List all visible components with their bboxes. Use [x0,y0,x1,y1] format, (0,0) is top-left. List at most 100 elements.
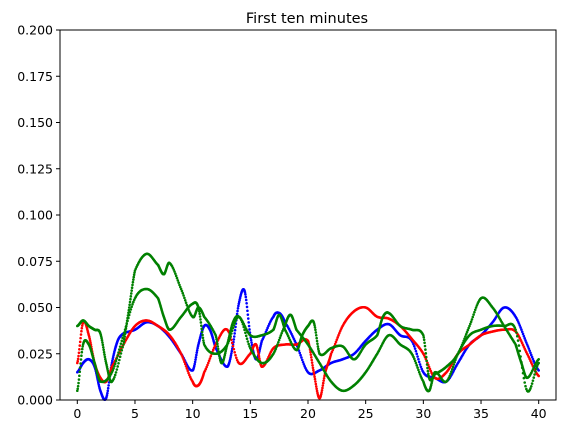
data-point [311,366,315,370]
data-point [226,341,230,345]
data-point [300,356,303,359]
data-point [178,283,181,287]
data-point [317,347,320,351]
data-point [185,303,189,307]
data-point [129,297,132,301]
data-point [528,349,531,352]
data-point [422,335,426,339]
data-point [535,364,539,368]
data-point [531,357,535,361]
data-point [515,331,518,334]
data-point [111,369,115,372]
data-point [116,365,119,368]
data-point [115,357,119,360]
data-point [300,358,304,362]
data-point [240,320,244,324]
data-point [314,382,318,386]
data-point [106,367,109,371]
data-point [233,328,237,332]
data-point [311,363,314,367]
data-point [524,339,527,342]
data-point [413,359,417,363]
data-point [525,341,528,344]
data-point [244,295,248,299]
data-point [230,332,233,335]
data-point [465,330,469,334]
data-point [244,298,248,302]
data-point [102,348,105,352]
data-point [312,373,316,376]
data-point [133,271,136,274]
data-point [471,315,475,319]
data-point [202,339,205,342]
data-point [231,326,235,330]
data-point [277,338,281,342]
data-point [247,342,250,346]
data-point [309,353,313,356]
chart-title: First ten minutes [246,11,368,27]
data-point [450,370,453,374]
data-point [118,348,121,351]
data-point [310,361,314,364]
data-point [520,328,523,331]
data-point [105,393,109,397]
data-point [414,361,418,365]
data-point [531,379,535,382]
data-point [121,336,124,340]
data-point [537,361,540,365]
data-point [78,374,81,378]
data-point [114,371,118,374]
data-point [521,371,525,375]
data-point [412,357,416,361]
x-tick-label: 15 [242,406,258,421]
data-point [227,339,231,343]
data-point [77,351,81,355]
data-point [334,340,338,344]
data-point [206,363,209,367]
data-point [231,344,235,348]
data-point [473,310,476,314]
data-point [315,336,318,340]
x-tick-label: 35 [473,406,489,421]
data-point [102,350,106,354]
data-point [80,354,83,357]
data-point [520,360,523,364]
series-layer [76,252,540,401]
data-point [312,368,315,372]
data-point [534,370,537,373]
data-point [418,373,422,376]
data-point [523,337,526,340]
data-point [76,389,79,393]
data-point [242,325,246,329]
data-point [183,296,186,300]
data-point [177,281,180,284]
data-point [257,352,260,356]
data-point [118,358,121,362]
data-point [534,367,538,371]
data-point [80,347,84,351]
data-point [416,355,419,358]
data-point [530,382,534,385]
data-point [233,350,236,354]
data-point [232,324,236,327]
data-point [235,356,238,360]
data-point [198,312,201,316]
data-point [246,309,249,313]
data-point [279,334,283,337]
data-point [299,353,302,357]
data-point [244,334,248,338]
data-point [113,362,117,366]
data-point [195,351,199,354]
data-point [115,368,119,371]
data-point [76,357,80,361]
data-point [423,344,427,348]
data-point [256,350,260,354]
data-point [122,331,126,334]
data-point [193,360,197,364]
data-point [193,362,197,366]
data-point [122,340,126,344]
data-point [246,317,250,320]
data-point [80,324,84,327]
data-point [313,377,317,381]
data-point [475,304,479,307]
